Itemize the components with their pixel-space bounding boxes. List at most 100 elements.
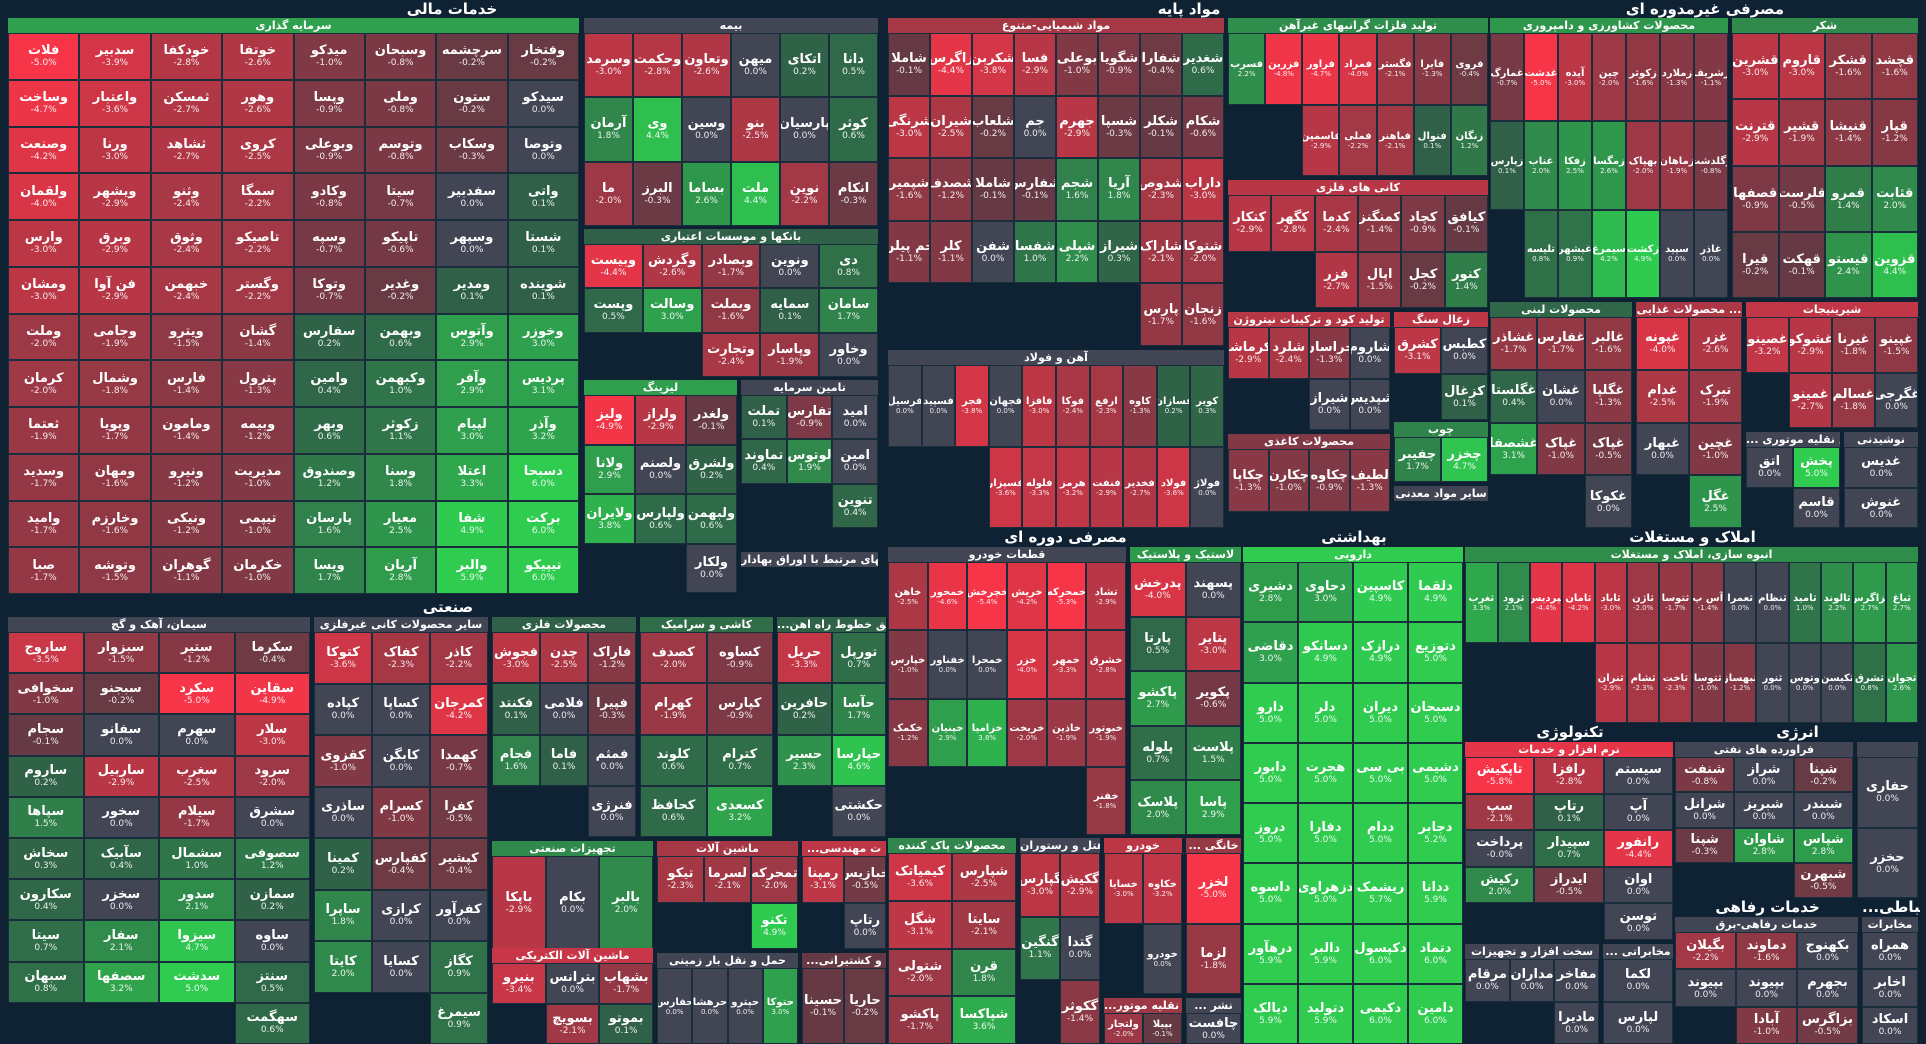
stock-tile[interactable]: وامید -1.7% — [8, 500, 80, 548]
stock-tile[interactable]: دتوزیع 5.0% — [1408, 622, 1463, 683]
stock-tile[interactable]: والبر 5.9% — [436, 547, 508, 594]
stock-tile[interactable]: سیلام -1.7% — [159, 796, 235, 838]
stock-tile[interactable]: غیرنا -1.8% — [1832, 317, 1875, 373]
stock-tile[interactable]: خچرخش -5.4% — [967, 562, 1008, 631]
stock-tile[interactable]: دتماد 6.0% — [1408, 923, 1463, 984]
stock-tile[interactable]: زگلدشت-0.8% — [1694, 121, 1728, 210]
stock-tile[interactable]: فلات -5.0% — [8, 33, 80, 80]
stock-tile[interactable]: فراور -4.7% — [1302, 33, 1340, 105]
stock-tile[interactable]: کاسپین 4.9% — [1353, 562, 1408, 623]
stock-tile[interactable]: بساما 2.6% — [682, 161, 731, 226]
stock-tile[interactable]: ونیرو -1.2% — [150, 453, 223, 501]
stock-tile[interactable]: زماهان -1.9% — [1660, 121, 1694, 210]
stock-tile[interactable]: چافست 0.0% — [1186, 1013, 1241, 1044]
stock-tile[interactable]: اتق 0.0% — [1746, 447, 1793, 488]
stock-tile[interactable]: زکشت 4.9% — [1626, 209, 1660, 298]
stock-tile[interactable]: گکیش -2.9% — [1060, 853, 1100, 917]
stock-tile[interactable]: کلر -1.1% — [930, 220, 972, 284]
stock-tile[interactable]: کتکار -2.9% — [1228, 195, 1272, 252]
stock-tile[interactable]: پدرخش -4.0% — [1130, 562, 1186, 617]
stock-tile[interactable]: واعتبار -3.6% — [79, 79, 151, 127]
stock-tile[interactable]: وسبحان -0.8% — [364, 33, 437, 80]
stock-tile[interactable]: سبجنو -0.2% — [83, 673, 159, 715]
stock-tile[interactable]: غسالم -1.8% — [1832, 372, 1875, 428]
stock-tile[interactable]: کسعدی 3.2% — [706, 785, 773, 837]
stock-tile[interactable]: وبملت -1.6% — [701, 288, 761, 333]
stock-tile[interactable]: زفکا 2.5% — [1558, 121, 1592, 210]
stock-tile[interactable]: ثمسکن -2.7% — [150, 79, 223, 127]
stock-tile[interactable]: فلوله -3.3% — [1022, 446, 1057, 528]
stock-tile[interactable]: غمارگ -0.7% — [1490, 33, 1524, 122]
stock-tile[interactable]: بشهاب -1.7% — [599, 963, 653, 1004]
stock-tile[interactable]: بنو -2.5% — [731, 97, 780, 162]
stock-tile[interactable]: فپیرا -0.3% — [588, 683, 636, 735]
stock-tile[interactable]: فجر -3.8% — [955, 365, 989, 447]
stock-tile[interactable]: شکام -0.6% — [1182, 95, 1224, 159]
stock-tile[interactable]: سامان 1.7% — [819, 288, 878, 333]
stock-tile[interactable]: سیستم 0.0% — [1603, 757, 1673, 794]
stock-tile[interactable]: حآسا 1.7% — [831, 683, 886, 735]
stock-tile[interactable]: ولغدر -0.1% — [686, 395, 737, 445]
stock-tile[interactable]: خکرمان -1.0% — [222, 547, 294, 594]
stock-tile[interactable]: گپارس -3.0% — [1020, 853, 1060, 917]
stock-tile[interactable]: ریشمک 5.7% — [1353, 863, 1408, 924]
stock-tile[interactable]: پاکشو -1.7% — [888, 996, 952, 1044]
stock-tile[interactable]: وبرق -2.9% — [79, 220, 151, 267]
stock-tile[interactable]: کهمدا -0.7% — [430, 735, 488, 787]
stock-tile[interactable]: فسپزار -3.6% — [988, 446, 1023, 528]
stock-tile[interactable]: بهپاک -2.0% — [1626, 121, 1660, 210]
stock-tile[interactable]: وبصادر -1.7% — [701, 244, 761, 289]
stock-tile[interactable]: کفاک -2.3% — [372, 632, 430, 684]
stock-tile[interactable]: فاسمین -2.9% — [1302, 104, 1340, 176]
stock-tile[interactable]: کگاز 0.9% — [430, 941, 488, 993]
stock-tile[interactable]: خوتفا -2.6% — [222, 33, 294, 80]
stock-tile[interactable]: قچشد -1.6% — [1871, 33, 1918, 100]
stock-tile[interactable]: ثامان -4.2% — [1562, 562, 1595, 643]
stock-tile[interactable]: شدوص -2.3% — [1140, 158, 1182, 221]
stock-tile[interactable]: انکام -0.3% — [829, 161, 878, 226]
stock-tile[interactable]: شتولی -2.0% — [888, 948, 952, 997]
stock-tile[interactable]: ولتجار -2.0% — [1104, 1013, 1143, 1044]
stock-tile[interactable]: سقاین -4.9% — [234, 673, 310, 715]
stock-tile[interactable]: ولپارس 0.6% — [635, 494, 686, 544]
stock-tile[interactable]: ثشام -2.3% — [1626, 642, 1660, 723]
stock-tile[interactable]: وآذر 3.2% — [507, 407, 579, 454]
stock-tile[interactable]: ثتوسا -1.0% — [1691, 642, 1724, 723]
stock-tile[interactable]: وفتخار -0.2% — [507, 33, 579, 80]
stock-tile[interactable]: تنوین 0.4% — [832, 483, 878, 528]
stock-tile[interactable]: غدشت -5.0% — [1524, 33, 1558, 122]
stock-tile[interactable]: دیران 5.0% — [1353, 682, 1408, 743]
stock-tile[interactable]: کفرآور 0.0% — [430, 889, 488, 941]
stock-tile[interactable]: پارس -1.7% — [1140, 283, 1182, 346]
stock-tile[interactable]: کیافق -0.1% — [1444, 195, 1488, 252]
stock-tile[interactable]: کقزوی -1.0% — [314, 735, 372, 787]
stock-tile[interactable]: دکیمی 6.0% — [1353, 983, 1408, 1044]
stock-tile[interactable]: بپیوند 0.0% — [1736, 969, 1797, 1007]
stock-tile[interactable]: میدکو -1.0% — [293, 33, 365, 80]
stock-tile[interactable]: پلاسک 2.0% — [1130, 780, 1186, 835]
stock-tile[interactable]: ورنا -3.0% — [79, 126, 151, 174]
stock-tile[interactable]: لپیام 3.0% — [436, 407, 508, 454]
stock-tile[interactable]: کمرجان -4.2% — [430, 683, 488, 735]
stock-tile[interactable]: داسوه 5.0% — [1243, 863, 1298, 924]
stock-tile[interactable]: خراسان-1.3% — [1309, 327, 1350, 379]
stock-tile[interactable]: فمراد -4.0% — [1339, 33, 1377, 105]
stock-tile[interactable]: وملی -0.8% — [364, 79, 437, 127]
stock-tile[interactable]: دسبحا 6.0% — [507, 453, 579, 501]
stock-tile[interactable]: کجل -0.2% — [1401, 251, 1445, 308]
stock-tile[interactable]: غشاذر -1.7% — [1490, 317, 1538, 370]
stock-tile[interactable]: ومهان -1.6% — [79, 453, 151, 501]
stock-tile[interactable]: غگرجی 0.0% — [1875, 372, 1918, 428]
stock-tile[interactable]: شپنا -0.2% — [1793, 757, 1853, 793]
stock-tile[interactable]: پلوله 0.7% — [1130, 725, 1186, 781]
stock-tile[interactable]: فخدیر -2.7% — [1123, 446, 1157, 528]
stock-tile[interactable]: قنیشا -1.4% — [1825, 99, 1872, 166]
stock-tile[interactable]: حخزر 0.0% — [1857, 827, 1918, 898]
stock-tile[interactable]: ثباغ 2.7% — [1885, 562, 1918, 643]
stock-tile[interactable]: زنگان 1.2% — [1450, 104, 1488, 176]
stock-tile[interactable]: لکما 0.0% — [1603, 959, 1673, 1002]
stock-tile[interactable]: فولاد -3.6% — [1156, 446, 1191, 528]
stock-tile[interactable]: دابور 5.0% — [1243, 742, 1298, 803]
stock-tile[interactable]: مدیریت -1.0% — [222, 453, 294, 501]
stock-tile[interactable]: فروی -0.4% — [1450, 33, 1488, 105]
